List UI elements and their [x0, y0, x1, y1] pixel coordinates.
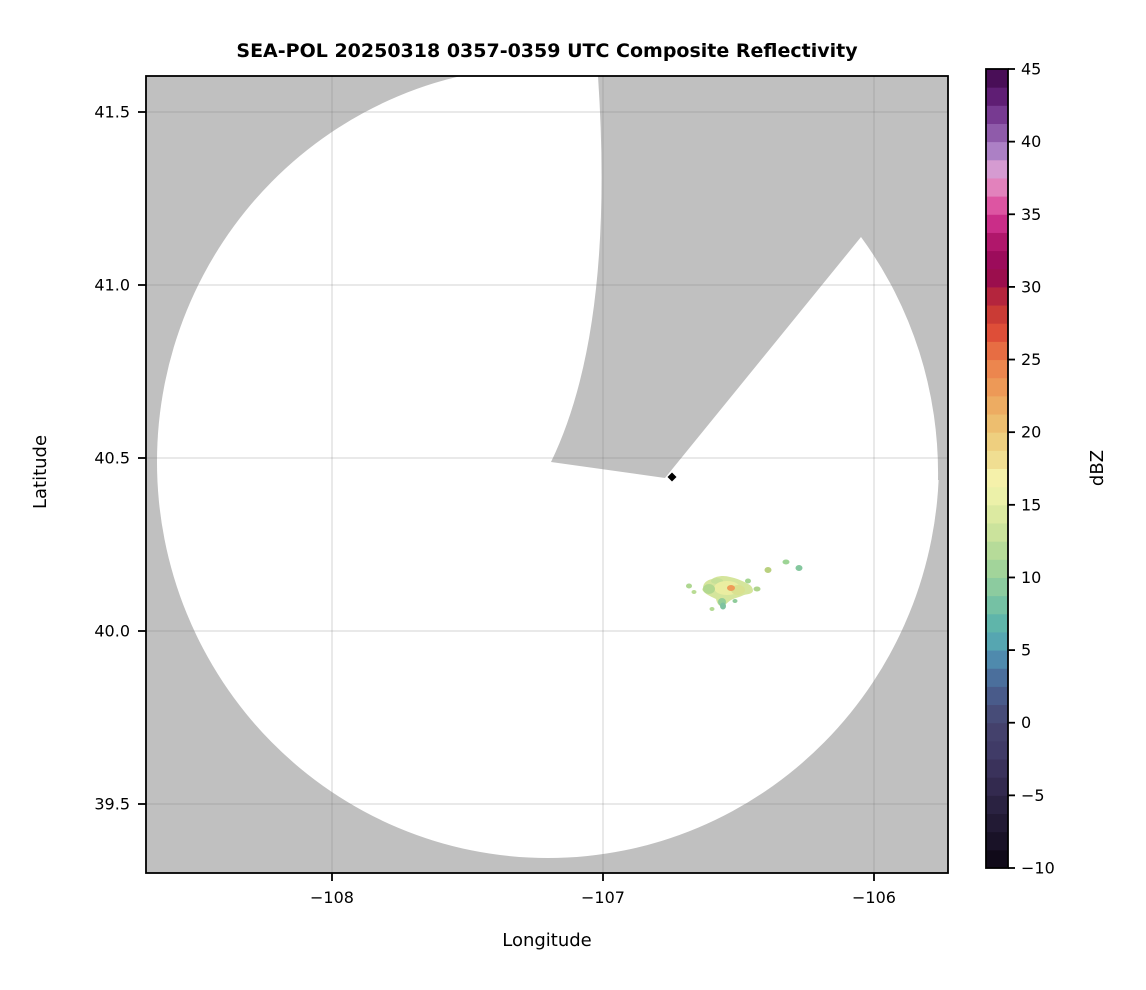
x-tick-label: −106 — [852, 888, 896, 907]
colorbar-band — [986, 504, 1008, 524]
colorbar-band — [986, 323, 1008, 342]
chart-title: SEA-POL 20250318 0357-0359 UTC Composite… — [236, 40, 858, 62]
colorbar-band — [986, 813, 1008, 833]
colorbar-band — [986, 69, 1008, 88]
colorbar-tick-label: 35 — [1021, 205, 1041, 224]
colorbar-band — [986, 468, 1008, 488]
colorbar-tick-label: 15 — [1021, 495, 1041, 514]
colorbar-tick-label: 40 — [1021, 132, 1041, 151]
colorbar-band — [986, 214, 1008, 233]
echo-dot — [782, 559, 790, 565]
colorbar-band — [986, 650, 1008, 669]
y-tick-label: 39.5 — [94, 795, 130, 814]
colorbar-band — [986, 286, 1008, 306]
gridlines — [146, 76, 948, 873]
colorbar-tick-label: −10 — [1021, 859, 1055, 878]
colorbar-band — [986, 159, 1008, 179]
colorbar-band — [986, 87, 1008, 106]
colorbar-band — [986, 668, 1008, 687]
colorbar-tick-label: 0 — [1021, 713, 1031, 732]
echo-dot — [732, 599, 738, 603]
colorbar-band — [986, 341, 1008, 361]
colorbar-band — [986, 232, 1008, 252]
colorbar-band — [986, 631, 1008, 651]
y-tick-label: 40.0 — [94, 622, 130, 641]
colorbar-band — [986, 831, 1008, 851]
colorbar-band — [986, 686, 1008, 706]
colorbar-band — [986, 105, 1008, 124]
x-axis-label: Longitude — [502, 930, 592, 951]
plot-border — [145, 75, 949, 874]
colorbar-band — [986, 123, 1008, 143]
colorbar-band — [986, 577, 1008, 597]
colorbar-tick-label: 20 — [1021, 423, 1041, 442]
colorbar-tick-label: 30 — [1021, 277, 1041, 296]
colorbar-band — [986, 432, 1008, 451]
colorbar-band — [986, 740, 1008, 760]
colorbar-band — [986, 613, 1008, 633]
echo-main-cell-patch — [727, 585, 735, 591]
colorbar-band — [986, 522, 1008, 542]
blocked-sector-wedge — [551, 76, 948, 480]
colorbar-band — [986, 759, 1008, 778]
colorbar-tick-label: 25 — [1021, 350, 1041, 369]
echo-dot — [709, 607, 715, 611]
colorbar-band — [986, 704, 1008, 724]
y-tick-label: 40.5 — [94, 449, 130, 468]
y-tick-label: 41.5 — [94, 103, 130, 122]
colorbar-band — [986, 250, 1008, 270]
colorbar-ticks: 45 40 35 30 25 20 15 10 5 0 −5 −10 — [1008, 60, 1055, 878]
colorbar: 45 40 35 30 25 20 15 10 5 0 −5 −10 dBZ — [985, 60, 1108, 878]
x-tick-label: −108 — [310, 888, 354, 907]
echo-dot — [691, 590, 697, 594]
colorbar-tick-label: 45 — [1021, 60, 1041, 79]
map-layers — [146, 76, 948, 873]
echo-dot — [720, 602, 726, 610]
colorbar-band — [986, 450, 1008, 469]
plot-area: −108 −107 −106 41.5 41.0 40.5 40.0 39.5 — [94, 75, 949, 908]
colorbar-tick-label: 10 — [1021, 568, 1041, 587]
colorbar-tick-label: 5 — [1021, 641, 1031, 660]
colorbar-band — [986, 849, 1008, 869]
colorbar-band — [986, 395, 1008, 415]
echo-main-cell-patch — [703, 584, 715, 594]
site-marker-diamond — [667, 472, 677, 482]
colorbar-border — [985, 68, 1009, 869]
reflectivity-echoes — [686, 559, 803, 611]
colorbar-band — [986, 559, 1008, 578]
colorbar-band — [986, 541, 1008, 560]
colorbar-bands — [986, 69, 1008, 869]
colorbar-band — [986, 795, 1008, 815]
colorbar-band — [986, 486, 1008, 506]
axis-ticks: −108 −107 −106 41.5 41.0 40.5 40.0 39.5 — [94, 103, 896, 908]
colorbar-band — [986, 595, 1008, 615]
echo-dot — [795, 565, 803, 571]
colorbar-band — [986, 359, 1008, 379]
colorbar-band — [986, 196, 1008, 215]
y-tick-label: 41.0 — [94, 276, 130, 295]
colorbar-band — [986, 305, 1008, 324]
echo-dot — [745, 578, 751, 584]
echo-dot — [764, 567, 772, 573]
x-tick-label: −107 — [581, 888, 625, 907]
colorbar-band — [986, 722, 1008, 742]
colorbar-band — [986, 377, 1008, 397]
colorbar-band — [986, 777, 1008, 796]
colorbar-tick-label: −5 — [1021, 786, 1045, 805]
colorbar-band — [986, 414, 1008, 433]
y-axis-label: Latitude — [30, 435, 51, 509]
colorbar-band — [986, 177, 1008, 197]
colorbar-band — [986, 268, 1008, 288]
echo-dot — [686, 583, 692, 589]
colorbar-label: dBZ — [1087, 450, 1108, 486]
colorbar-band — [986, 141, 1008, 161]
echo-dot — [753, 586, 761, 592]
